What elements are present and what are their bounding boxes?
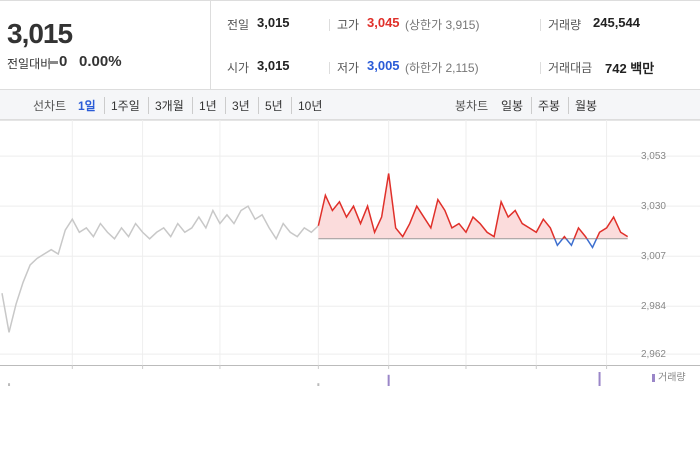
divider: [210, 0, 211, 90]
period-tab[interactable]: 1주일: [104, 97, 146, 114]
col-divider: [540, 19, 541, 31]
stat-value: 3,015: [257, 15, 290, 30]
stat-label: 고가: [337, 18, 360, 32]
candle-tab[interactable]: 일봉: [501, 99, 524, 113]
change-label: 전일대비: [7, 57, 52, 71]
tab-label: 봉차트: [455, 99, 489, 113]
stat-label: 거래량: [548, 18, 582, 32]
y-tick-label: 3,053: [641, 151, 666, 162]
volume-bar: [8, 383, 11, 386]
stat-value: 3,005: [367, 58, 400, 73]
volume-bar: [598, 372, 601, 386]
volume-legend: 거래량: [658, 372, 686, 384]
y-tick-label: 2,962: [641, 349, 666, 360]
stat-value: 742 백만: [605, 61, 655, 76]
col-divider: [540, 62, 541, 74]
period-tab[interactable]: 3년: [225, 97, 256, 114]
stat-value: 3,015: [257, 58, 290, 73]
period-tab[interactable]: 10년: [291, 97, 328, 114]
stat-label: 저가: [337, 61, 360, 75]
legend-swatch: [652, 374, 655, 382]
volume-bar: [387, 374, 390, 386]
flat-icon: [48, 61, 58, 64]
y-tick-label: 3,030: [641, 201, 666, 212]
stat-label: 시가: [227, 61, 250, 75]
candle-tab[interactable]: 월봉: [568, 97, 603, 114]
period-tab[interactable]: 3개월: [148, 97, 190, 114]
period-tab[interactable]: 5년: [258, 97, 289, 114]
price-line: [317, 173, 629, 239]
tab-bar: [0, 90, 700, 120]
stat-label: 전일: [227, 18, 250, 32]
stat-label: 거래대금: [548, 61, 593, 75]
y-tick-label: 2,984: [641, 301, 666, 312]
period-tab[interactable]: 1일: [78, 99, 96, 113]
stat-extra: (하한가 2,115): [405, 61, 479, 75]
area-fill: [318, 173, 628, 239]
volume-bar: [317, 383, 320, 386]
col-divider: [329, 19, 330, 31]
change-pct: 0.00%: [79, 53, 122, 70]
y-tick-label: 3,007: [641, 251, 666, 262]
col-divider: [329, 62, 330, 74]
candle-tab[interactable]: 주봉: [531, 97, 566, 114]
stat-extra: (상한가 3,915): [405, 18, 480, 32]
header: [0, 0, 700, 90]
price: 3,015: [7, 18, 73, 49]
period-tab[interactable]: 1년: [192, 97, 223, 114]
stat-value: 3,045: [367, 15, 400, 30]
price-line: [1, 205, 319, 333]
tab-label: 선차트: [33, 99, 67, 113]
chart: 3,053 3,030 3,007 2,984 2,962 거래량: [0, 120, 700, 386]
change: 0: [59, 53, 68, 70]
stat-value: 245,544: [593, 15, 640, 30]
